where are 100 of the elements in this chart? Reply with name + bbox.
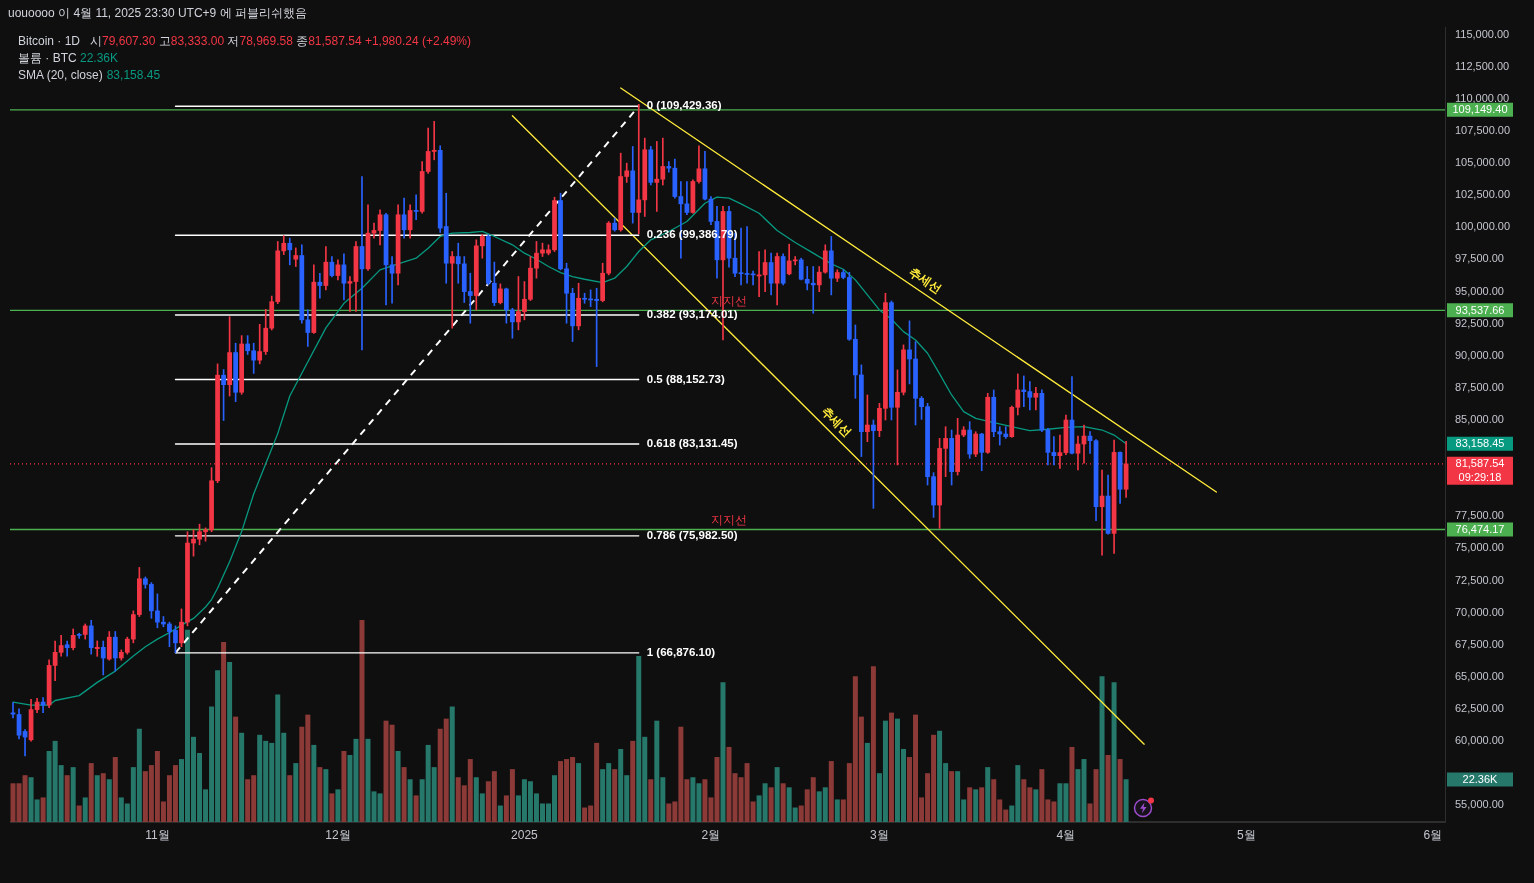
bar bbox=[76, 805, 82, 822]
bar bbox=[1111, 682, 1117, 822]
bar bbox=[497, 805, 503, 822]
text: 시79,607.30 고83,333.00 저78,969.58 종81,587.54 +1,980.24 (+2.49%) bbox=[90, 34, 471, 49]
candlestick bbox=[317, 272, 323, 299]
y-tick-label: 92,500.00 bbox=[1455, 316, 1504, 329]
bar bbox=[401, 767, 407, 822]
ref-line-label: 93,537.66 bbox=[1455, 303, 1505, 316]
y-tick-label: 75,000.00 bbox=[1455, 541, 1504, 554]
bar bbox=[780, 783, 786, 822]
candlestick bbox=[636, 103, 642, 235]
candlestick bbox=[1003, 426, 1009, 439]
bar bbox=[395, 750, 401, 822]
series-label: 1 (66,876.10) bbox=[646, 645, 716, 658]
y-tick-label: 115,000.00 bbox=[1455, 27, 1510, 40]
bar bbox=[985, 767, 991, 822]
candlestick bbox=[449, 251, 455, 329]
text: 22.36K bbox=[1462, 773, 1499, 786]
bar bbox=[40, 797, 46, 822]
bar bbox=[949, 771, 955, 822]
bar bbox=[1069, 746, 1075, 822]
x-tick-label: 3월 bbox=[870, 827, 889, 842]
candlestick bbox=[1033, 386, 1039, 411]
candlestick bbox=[94, 640, 100, 657]
bar bbox=[413, 795, 419, 822]
bar bbox=[329, 793, 335, 822]
y-tick-label: 87,500.00 bbox=[1455, 380, 1504, 393]
bar bbox=[1105, 755, 1111, 822]
bar bbox=[317, 767, 323, 822]
y-tick-label: 65,000.00 bbox=[1455, 669, 1504, 682]
bar bbox=[341, 750, 347, 822]
series-label: 0.5 (88,152.73) bbox=[646, 372, 725, 385]
bar bbox=[834, 799, 840, 822]
bar bbox=[221, 641, 227, 822]
bar bbox=[1123, 779, 1129, 822]
bar bbox=[720, 682, 726, 822]
y-tick-label: 100,000.00 bbox=[1455, 220, 1511, 233]
bar bbox=[630, 740, 636, 822]
bar bbox=[1033, 789, 1039, 822]
bar bbox=[82, 797, 88, 822]
x-tick-label: 11월 bbox=[145, 827, 170, 842]
y-tick-label: 67,500.00 bbox=[1455, 637, 1504, 650]
x-tick-label: 12월 bbox=[325, 827, 351, 842]
bar bbox=[888, 712, 894, 822]
y-tick-label: 97,500.00 bbox=[1455, 252, 1504, 265]
y-tick-label: 90,000.00 bbox=[1455, 348, 1504, 361]
y-tick-label: 70,000.00 bbox=[1455, 605, 1504, 618]
bar bbox=[335, 789, 341, 822]
ref-line-label: 81,587.54 09:29:18 bbox=[1455, 457, 1505, 484]
bar bbox=[112, 757, 118, 822]
bar bbox=[227, 662, 233, 822]
candlestick bbox=[666, 161, 672, 173]
y-tick-label: 85,000.00 bbox=[1455, 413, 1504, 426]
bar bbox=[576, 763, 582, 822]
bar bbox=[323, 769, 329, 822]
bar bbox=[106, 779, 112, 822]
bar bbox=[233, 716, 239, 822]
x-tick-label: 2월 bbox=[701, 827, 721, 842]
x-tick-label: 2025 bbox=[511, 827, 539, 842]
y-tick-label: 107,500.00 bbox=[1455, 124, 1511, 137]
bar bbox=[359, 620, 365, 822]
text: Bitcoin · 1D bbox=[18, 34, 81, 49]
bar bbox=[1117, 759, 1123, 822]
y-tick-label: 95,000.00 bbox=[1455, 284, 1504, 297]
candlestick bbox=[347, 276, 353, 312]
bar bbox=[612, 769, 618, 822]
y-tick-label: 72,500.00 bbox=[1455, 573, 1504, 586]
y-tick-label: 102,500.00 bbox=[1455, 188, 1511, 201]
candlestick bbox=[738, 227, 744, 286]
annotation: 지지선 bbox=[711, 512, 747, 527]
candlestick bbox=[744, 226, 750, 284]
x-tick-label: 6월 bbox=[1423, 827, 1443, 842]
bar bbox=[100, 773, 106, 822]
y-tick-label: 55,000.00 bbox=[1455, 798, 1504, 811]
bar bbox=[94, 775, 100, 822]
candlestick bbox=[455, 242, 461, 284]
ref-line-label: 76,474.17 bbox=[1455, 523, 1505, 536]
bar bbox=[64, 775, 70, 822]
y-tick-label: 60,000.00 bbox=[1455, 734, 1504, 747]
bar bbox=[648, 779, 654, 822]
bar bbox=[70, 767, 76, 822]
text: uouoooo 이 4월 11, 2025 23:30 UTC+9 에 퍼블리쉬했음 bbox=[8, 5, 307, 20]
bar bbox=[973, 789, 979, 822]
y-tick-label: 77,500.00 bbox=[1455, 509, 1504, 522]
annotation: SMA (20, close) 83,158.45 bbox=[18, 68, 161, 83]
bar bbox=[864, 742, 870, 822]
bar bbox=[870, 666, 876, 822]
bar bbox=[768, 787, 774, 822]
annotation: 볼륨 · BTC 22.36K bbox=[18, 51, 119, 66]
y-tick-label: 105,000.00 bbox=[1455, 156, 1511, 169]
candlestick bbox=[413, 194, 419, 221]
bar bbox=[774, 767, 780, 822]
x-tick-label: 4월 bbox=[1056, 827, 1076, 842]
bar bbox=[407, 779, 413, 822]
series-label: 0.786 (75,982.50) bbox=[646, 528, 738, 541]
bar bbox=[311, 744, 317, 822]
bar bbox=[979, 787, 985, 822]
bar bbox=[449, 706, 455, 822]
bar bbox=[828, 761, 834, 822]
bar bbox=[1099, 676, 1105, 822]
